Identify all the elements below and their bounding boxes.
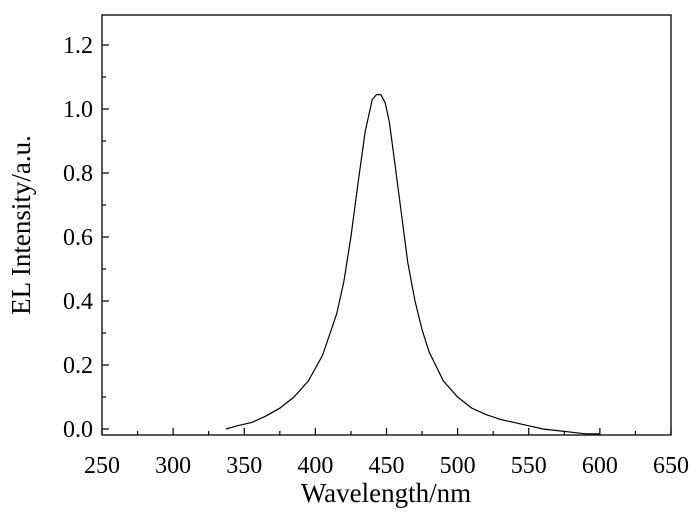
x-tick-label: 500 [440,453,476,479]
x-tick-label: 400 [297,453,333,479]
y-tick-label: 0.8 [63,161,93,187]
x-axis-title: Wavelength/nm [301,478,471,508]
x-tick-label: 350 [226,453,262,479]
y-axis-title: EL Intensity/a.u. [6,135,36,315]
x-tick-label: 450 [369,453,405,479]
x-tick-label: 650 [653,453,689,479]
x-tick-labels: 250 300 350 400 450 500 550 600 650 [84,453,689,479]
y-tick-label: 0.2 [63,353,93,379]
y-tick-label: 1.0 [63,97,93,123]
series-line [225,94,600,435]
axis-ticks [101,44,672,435]
y-tick-label: 1.2 [63,33,93,59]
x-tick-label: 550 [511,453,547,479]
x-tick-label: 600 [582,453,618,479]
x-tick-label: 300 [155,453,191,479]
y-tick-labels: 0.0 0.2 0.4 0.6 0.8 1.0 1.2 [63,33,93,443]
y-tick-label: 0.0 [63,417,93,443]
y-tick-label: 0.6 [63,225,93,251]
x-tick-label: 250 [84,453,120,479]
plot-frame [101,14,672,436]
y-tick-label: 0.4 [63,289,93,315]
